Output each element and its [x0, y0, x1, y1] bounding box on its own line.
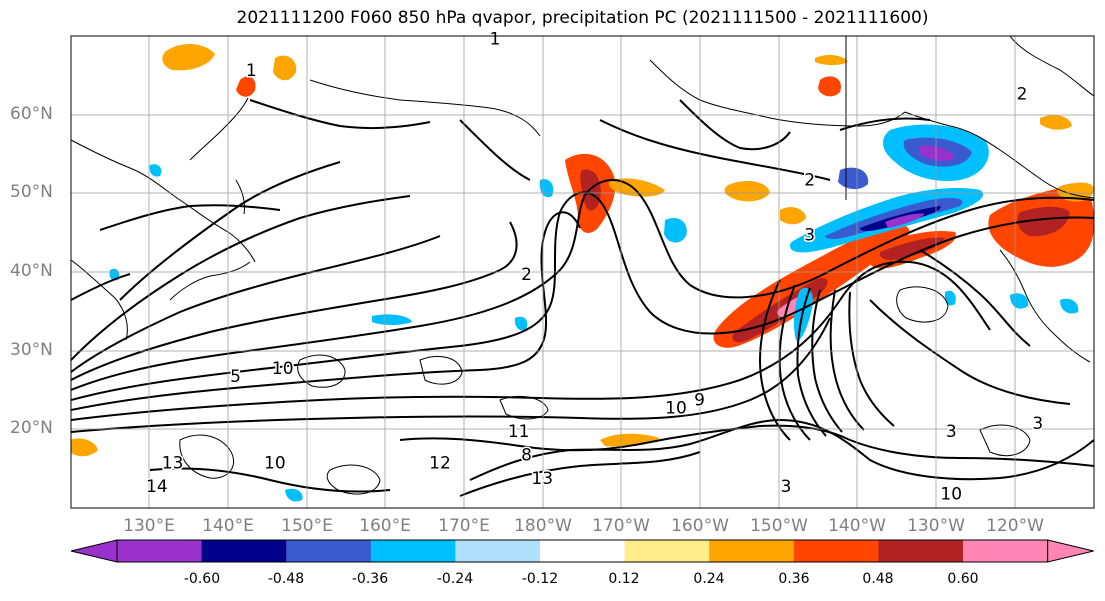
contour-label: 10 — [264, 453, 286, 473]
contour-label: 2 — [1017, 84, 1028, 104]
lat-label-60n: 60°N — [10, 104, 53, 124]
colorbar-extend-low — [70, 539, 118, 563]
contour-label: 2 — [804, 171, 815, 191]
lon-label-130e: 130°E — [123, 516, 175, 536]
colorbar-tick: -0.48 — [267, 571, 305, 587]
contour-label: 10 — [665, 398, 687, 418]
colorbar-segment — [117, 540, 203, 562]
contour-label: 1 — [246, 61, 257, 81]
colorbar-segment — [540, 540, 626, 562]
lon-label-140e: 140°E — [202, 516, 254, 536]
contour-label: 11 — [508, 422, 530, 442]
map-frame — [70, 35, 1095, 509]
colorbar-segment — [793, 540, 879, 562]
colorbar-tick: 0.12 — [608, 571, 640, 587]
colorbar-segment — [624, 540, 710, 562]
contour-label: 12 — [429, 453, 451, 473]
contour-label: 13 — [162, 453, 184, 473]
colorbar-tick: 0.36 — [778, 571, 810, 587]
colorbar-segment — [709, 540, 795, 562]
colorbar-segment — [455, 540, 541, 562]
lon-label-120w: 120°W — [986, 516, 1044, 536]
colorbar-segment — [201, 540, 287, 562]
contour-label: 8 — [521, 445, 532, 465]
colorbar-tick: -0.60 — [183, 571, 221, 587]
lon-label-160w: 160°W — [671, 516, 729, 536]
lat-label-30n: 30°N — [10, 340, 53, 360]
contour-label: 9 — [694, 390, 705, 410]
lon-label-170e: 170°E — [438, 516, 490, 536]
colorbar-extend-high — [1047, 539, 1094, 563]
contour-label: 10 — [940, 485, 962, 505]
coastlines — [71, 36, 1094, 363]
contour-label: 2 — [521, 265, 532, 285]
lat-label-20n: 20°N — [10, 418, 53, 438]
lon-label-180w: 180°W — [514, 516, 572, 536]
contour-label: 14 — [146, 477, 168, 497]
contour-label: 1 — [490, 29, 501, 49]
lon-label-130w: 130°W — [907, 516, 965, 536]
contour-label: 13 — [531, 469, 553, 489]
colorbar-segment — [878, 540, 964, 562]
colorbar-tick: -0.24 — [436, 571, 474, 587]
contour-label: 3 — [804, 226, 815, 246]
colorbar-segment — [370, 540, 456, 562]
contour-label: 3 — [946, 422, 957, 442]
colorbar-segment — [963, 540, 1049, 562]
colorbar-tick: 0.60 — [947, 571, 979, 587]
map-title: 2021111200 F060 850 hPa qvapor, precipit… — [236, 8, 929, 28]
contour-label: 10 — [272, 359, 294, 379]
colorbar-tick: 0.24 — [693, 571, 725, 587]
colorbar-tick: -0.12 — [521, 571, 559, 587]
lon-label-150e: 150°E — [281, 516, 333, 536]
lon-label-140w: 140°W — [828, 516, 886, 536]
lat-label-50n: 50°N — [10, 182, 53, 202]
colorbar-tick: -0.36 — [351, 571, 389, 587]
contour-label: 3 — [1032, 414, 1043, 434]
contour-label: 5 — [230, 367, 241, 387]
lon-label-170w: 170°W — [592, 516, 650, 536]
contour-label: 3 — [781, 477, 792, 497]
colorbar-segment — [286, 540, 372, 562]
lat-label-40n: 40°N — [10, 261, 53, 281]
lon-label-160e: 160°E — [359, 516, 411, 536]
colorbar-tick: 0.48 — [862, 571, 894, 587]
colorbar — [70, 539, 1094, 563]
colorbar-frame — [116, 539, 1049, 563]
graticule — [71, 36, 1094, 508]
lon-label-150w: 150°W — [750, 516, 808, 536]
